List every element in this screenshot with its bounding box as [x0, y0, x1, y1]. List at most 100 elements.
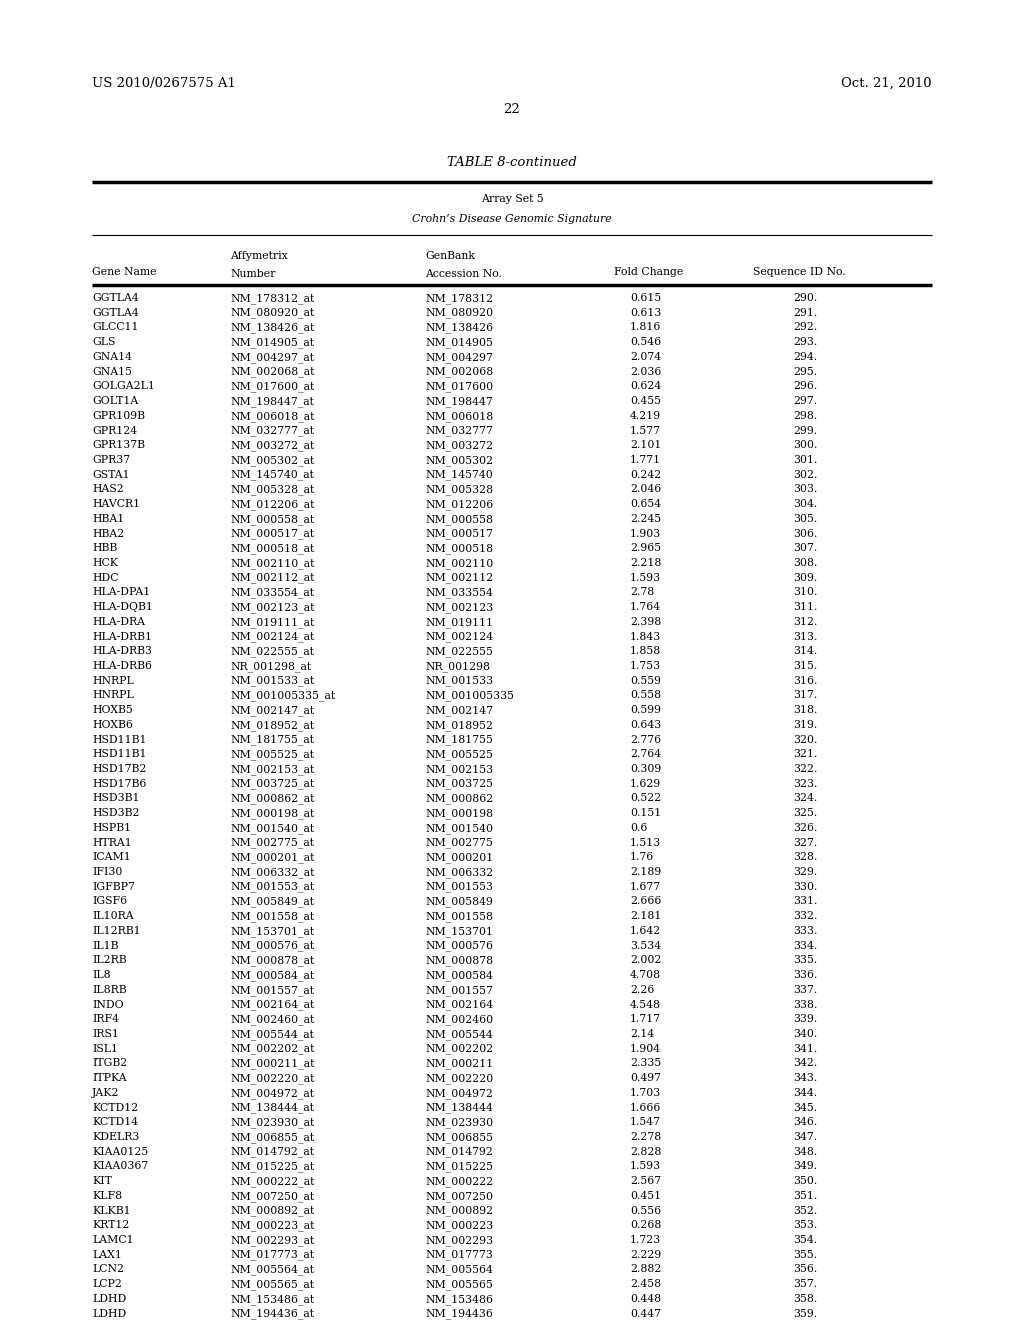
- Text: 328.: 328.: [794, 853, 818, 862]
- Text: 2.181: 2.181: [630, 911, 662, 921]
- Text: HLA-DPA1: HLA-DPA1: [92, 587, 151, 598]
- Text: NM_181755: NM_181755: [425, 734, 493, 746]
- Text: 1.677: 1.677: [630, 882, 660, 892]
- Text: 0.599: 0.599: [630, 705, 660, 715]
- Text: 2.335: 2.335: [630, 1059, 662, 1068]
- Text: NM_006332: NM_006332: [425, 867, 494, 878]
- Text: NM_001005335: NM_001005335: [425, 690, 514, 701]
- Text: ISL1: ISL1: [92, 1044, 118, 1053]
- Text: 313.: 313.: [794, 631, 818, 642]
- Text: NM_000211: NM_000211: [425, 1059, 494, 1069]
- Text: 0.522: 0.522: [630, 793, 662, 804]
- Text: NM_000201: NM_000201: [425, 853, 494, 863]
- Text: HBA2: HBA2: [92, 528, 124, 539]
- Text: 311.: 311.: [794, 602, 818, 612]
- Text: 324.: 324.: [794, 793, 818, 804]
- Text: NM_198447: NM_198447: [425, 396, 493, 407]
- Text: 0.613: 0.613: [630, 308, 662, 318]
- Text: NM_014792_at: NM_014792_at: [230, 1147, 314, 1158]
- Text: NM_000222_at: NM_000222_at: [230, 1176, 314, 1187]
- Text: NM_002110_at: NM_002110_at: [230, 558, 314, 569]
- Text: 307.: 307.: [794, 544, 818, 553]
- Text: 0.643: 0.643: [630, 719, 662, 730]
- Text: NM_004297: NM_004297: [425, 352, 493, 363]
- Text: NM_138426_at: NM_138426_at: [230, 322, 314, 333]
- Text: 312.: 312.: [794, 616, 818, 627]
- Text: NM_018952: NM_018952: [425, 719, 493, 730]
- Text: NM_023930: NM_023930: [425, 1117, 494, 1129]
- Text: ITPKA: ITPKA: [92, 1073, 127, 1084]
- Text: NM_005849: NM_005849: [425, 896, 493, 907]
- Text: 3.534: 3.534: [630, 941, 660, 950]
- Text: 1.593: 1.593: [630, 573, 660, 582]
- Text: 310.: 310.: [794, 587, 818, 598]
- Text: HSD11B1: HSD11B1: [92, 734, 146, 744]
- Text: ITGB2: ITGB2: [92, 1059, 127, 1068]
- Text: NM_002153_at: NM_002153_at: [230, 764, 314, 775]
- Text: NM_002124: NM_002124: [425, 631, 494, 643]
- Text: 1.547: 1.547: [630, 1117, 660, 1127]
- Text: US 2010/0267575 A1: US 2010/0267575 A1: [92, 77, 237, 90]
- Text: 292.: 292.: [794, 322, 818, 333]
- Text: HLA-DRB1: HLA-DRB1: [92, 631, 153, 642]
- Text: HSD17B6: HSD17B6: [92, 779, 146, 789]
- Text: 327.: 327.: [794, 838, 818, 847]
- Text: NM_194436_at: NM_194436_at: [230, 1308, 314, 1319]
- Text: NM_138426: NM_138426: [425, 322, 494, 333]
- Text: NM_000211_at: NM_000211_at: [230, 1059, 314, 1069]
- Text: NM_000201_at: NM_000201_at: [230, 853, 314, 863]
- Text: NM_002068: NM_002068: [425, 367, 494, 378]
- Text: NM_002068_at: NM_002068_at: [230, 367, 314, 378]
- Text: 323.: 323.: [794, 779, 818, 789]
- Text: NM_138444_at: NM_138444_at: [230, 1102, 314, 1113]
- Text: 0.447: 0.447: [630, 1308, 660, 1319]
- Text: NM_005565_at: NM_005565_at: [230, 1279, 314, 1290]
- Text: 1.753: 1.753: [630, 661, 660, 671]
- Text: GLCC11: GLCC11: [92, 322, 138, 333]
- Text: 2.458: 2.458: [630, 1279, 660, 1290]
- Text: HTRA1: HTRA1: [92, 838, 132, 847]
- Text: 1.642: 1.642: [630, 925, 662, 936]
- Text: NM_001558_at: NM_001558_at: [230, 911, 314, 921]
- Text: NM_032777_at: NM_032777_at: [230, 425, 314, 436]
- Text: KDELR3: KDELR3: [92, 1133, 139, 1142]
- Text: 355.: 355.: [794, 1250, 818, 1259]
- Text: 4.708: 4.708: [630, 970, 660, 979]
- Text: KCTD14: KCTD14: [92, 1117, 138, 1127]
- Text: IL1B: IL1B: [92, 941, 119, 950]
- Text: 0.558: 0.558: [630, 690, 660, 701]
- Text: 343.: 343.: [794, 1073, 818, 1084]
- Text: NM_005849_at: NM_005849_at: [230, 896, 314, 907]
- Text: 4.219: 4.219: [630, 411, 660, 421]
- Text: 0.242: 0.242: [630, 470, 662, 479]
- Text: NM_022555: NM_022555: [425, 647, 493, 657]
- Text: NM_002293_at: NM_002293_at: [230, 1236, 314, 1246]
- Text: ICAM1: ICAM1: [92, 853, 131, 862]
- Text: Accession No.: Accession No.: [425, 269, 502, 280]
- Text: 2.218: 2.218: [630, 558, 662, 568]
- Text: HLA-DQB1: HLA-DQB1: [92, 602, 153, 612]
- Text: NR_001298: NR_001298: [425, 661, 489, 672]
- Text: TABLE 8-continued: TABLE 8-continued: [447, 156, 577, 169]
- Text: GPR124: GPR124: [92, 425, 137, 436]
- Text: IL10RA: IL10RA: [92, 911, 134, 921]
- Text: NM_002123_at: NM_002123_at: [230, 602, 314, 612]
- Text: NM_000862: NM_000862: [425, 793, 494, 804]
- Text: 318.: 318.: [794, 705, 818, 715]
- Text: 4.548: 4.548: [630, 999, 660, 1010]
- Text: 342.: 342.: [794, 1059, 818, 1068]
- Text: JAK2: JAK2: [92, 1088, 120, 1098]
- Text: 350.: 350.: [794, 1176, 818, 1187]
- Text: NM_198447_at: NM_198447_at: [230, 396, 314, 407]
- Text: GPR109B: GPR109B: [92, 411, 145, 421]
- Text: HCK: HCK: [92, 558, 118, 568]
- Text: 351.: 351.: [794, 1191, 818, 1201]
- Text: HOXB6: HOXB6: [92, 719, 133, 730]
- Text: NM_001540_at: NM_001540_at: [230, 822, 314, 834]
- Text: NM_005302: NM_005302: [425, 455, 494, 466]
- Text: 1.904: 1.904: [630, 1044, 660, 1053]
- Text: HBA1: HBA1: [92, 513, 124, 524]
- Text: 341.: 341.: [794, 1044, 818, 1053]
- Text: NM_000584_at: NM_000584_at: [230, 970, 314, 981]
- Text: NM_002202: NM_002202: [425, 1044, 494, 1055]
